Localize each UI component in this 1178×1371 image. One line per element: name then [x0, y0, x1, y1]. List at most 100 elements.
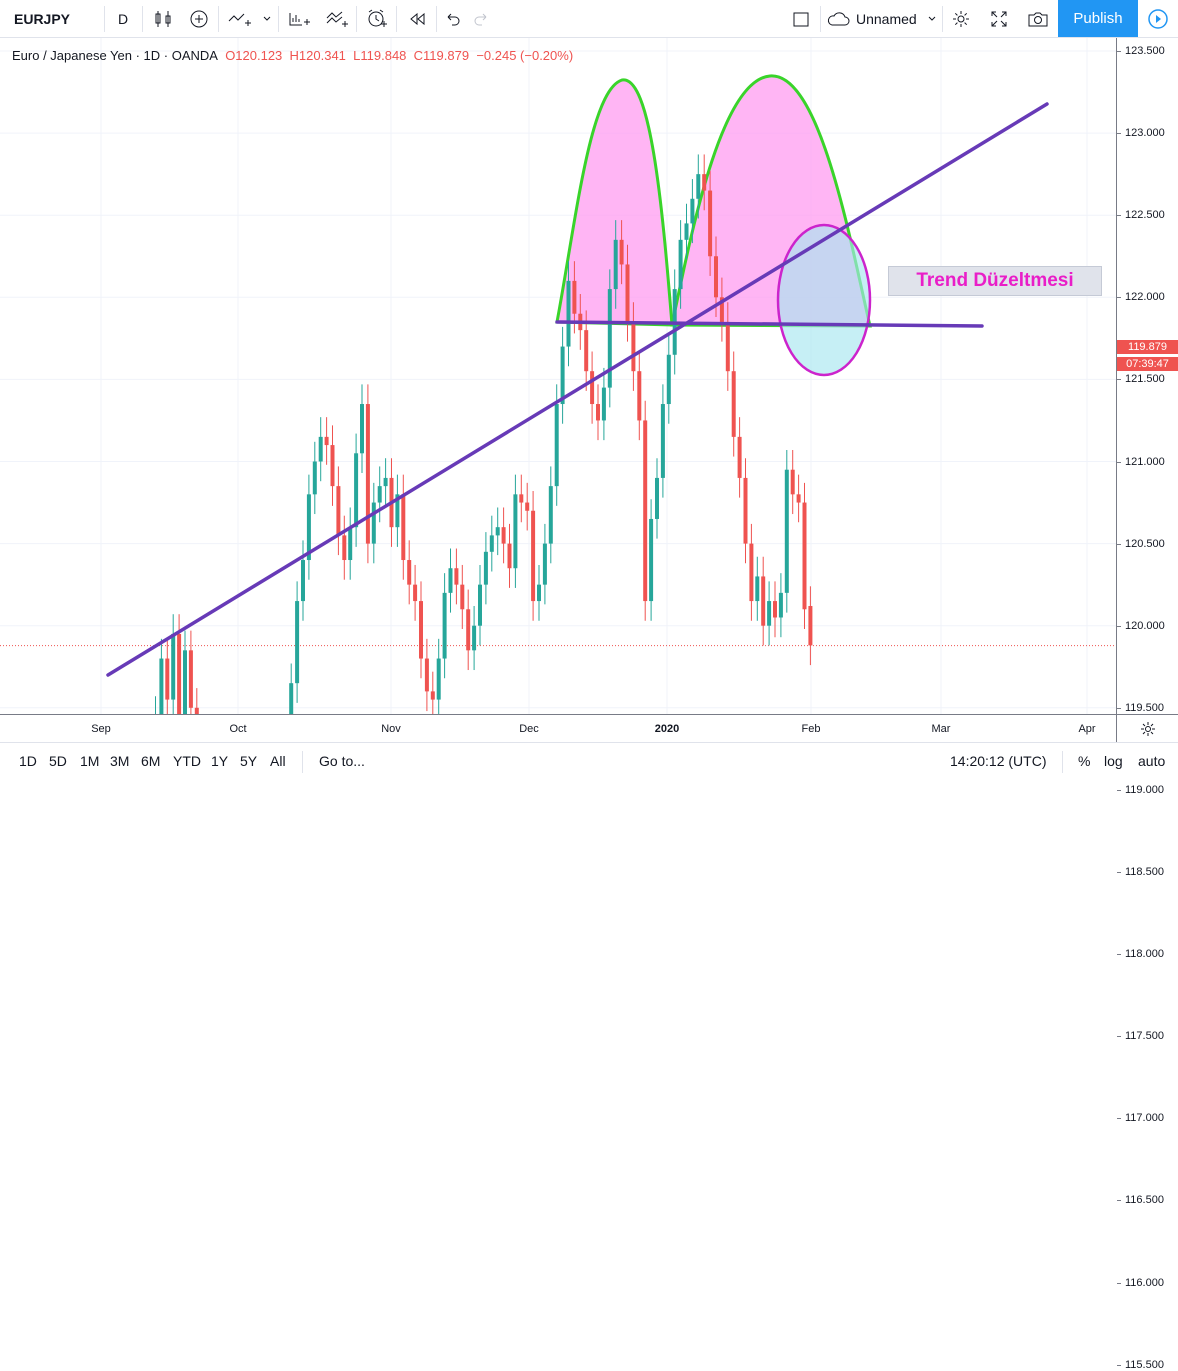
candle-up [666, 354, 671, 405]
toolbar-divider [356, 6, 357, 32]
candle-down [572, 280, 577, 314]
toolbar-divider [820, 6, 821, 32]
price-tick-label: 118.000 [1117, 948, 1164, 961]
range-6m[interactable]: 6M [141, 753, 161, 769]
candle-down [401, 494, 406, 561]
layout-name: Unnamed [856, 10, 917, 27]
cloud-icon [827, 11, 850, 25]
range-3m[interactable]: 3M [110, 753, 130, 769]
toolbar-divider [104, 6, 105, 32]
range-1d[interactable]: 1D [19, 753, 37, 769]
candle-down [725, 321, 730, 372]
interval-button[interactable]: D [117, 10, 129, 27]
uptrend-line [106, 102, 1049, 677]
auto-scale-toggle[interactable]: auto [1138, 753, 1166, 769]
range-1y[interactable]: 1Y [211, 753, 229, 769]
fullscreen-icon[interactable] [982, 0, 1016, 37]
bar-replay-icon[interactable] [400, 0, 434, 37]
fullscreen-box-icon[interactable] [786, 0, 816, 37]
candle-up [301, 560, 305, 602]
price-tick-label: 122.000 [1117, 291, 1165, 304]
candle-up [655, 477, 659, 519]
price-tick-label: 116.500 [1117, 1194, 1164, 1207]
candle-up [318, 436, 323, 462]
range-ytd[interactable]: YTD [173, 753, 201, 769]
candle-up [684, 223, 689, 240]
candle-up [678, 239, 683, 290]
price-tick-label: 120.000 [1117, 619, 1165, 632]
price-tick-label: 115.500 [1117, 1358, 1164, 1371]
range-5d[interactable]: 5D [49, 753, 67, 769]
candle-up [607, 289, 612, 388]
candle-down [631, 321, 636, 372]
chevron-down-icon [928, 16, 936, 21]
candle-down [808, 605, 813, 646]
range-5y[interactable]: 5Y [240, 753, 258, 769]
undo-icon[interactable] [438, 0, 468, 37]
indicators-icon[interactable] [222, 0, 258, 37]
candle-up [495, 527, 500, 536]
candle-down [761, 576, 766, 626]
candle-up [448, 568, 453, 593]
candle-up [649, 518, 654, 602]
time-tick-label: Oct [229, 723, 247, 735]
candle-down [413, 584, 418, 602]
bottom-divider [1062, 751, 1063, 773]
chart-pane[interactable] [0, 38, 1116, 714]
price-axis[interactable]: 123.500 123.000 122.500 122.000 121.500 121.0… [1116, 38, 1178, 1371]
play-circle-icon[interactable] [1138, 0, 1178, 37]
legend-high: H120.341 [289, 48, 346, 63]
candle-up [778, 592, 783, 618]
candle-down [625, 264, 630, 322]
publish-button[interactable]: Publish [1058, 0, 1138, 37]
candle-up [377, 486, 382, 503]
candle-down [407, 560, 412, 585]
legend-close: C119.879 [413, 48, 470, 63]
settings-gear-icon[interactable] [944, 0, 978, 37]
price-tick-label: 119.000 [1117, 783, 1164, 796]
candle-down [737, 436, 742, 478]
candle-up [784, 469, 789, 593]
toolbar-divider [218, 6, 219, 32]
range-1m[interactable]: 1M [80, 753, 100, 769]
candle-down [731, 371, 736, 437]
candle-down [519, 494, 524, 503]
price-tick-label: 117.000 [1117, 1112, 1164, 1125]
toolbar-divider [436, 6, 437, 32]
candle-up [767, 601, 772, 626]
alert-clock-icon[interactable] [360, 0, 394, 37]
chevron-down-icon[interactable] [258, 0, 276, 37]
layout-menu-button[interactable]: Unnamed [826, 0, 938, 37]
compare-add-icon[interactable] [182, 0, 216, 37]
percent-scale-toggle[interactable]: % [1078, 753, 1091, 769]
trend-correction-label[interactable]: Trend Düzeltmesi [888, 266, 1102, 296]
candle-down [531, 510, 536, 602]
candle-up [542, 543, 547, 585]
candle-up [660, 404, 665, 478]
candle-down [188, 650, 193, 708]
candlestick-chart [0, 38, 1116, 714]
candle-down [419, 601, 423, 659]
candle-up [613, 239, 618, 290]
time-axis[interactable]: Sep Oct Nov Dec 2020 Feb Mar Apr [0, 714, 1116, 742]
redo-icon[interactable] [466, 0, 496, 37]
price-tick-label: 123.500 [1117, 45, 1165, 57]
candle-up [472, 625, 477, 651]
bar-countdown-label: 07:39:47 [1117, 357, 1178, 371]
utc-clock[interactable]: 14:20:12 (UTC) [950, 753, 1047, 769]
candle-up [295, 601, 300, 684]
financials-icon[interactable] [282, 0, 316, 37]
range-all[interactable]: All [270, 753, 286, 769]
templates-icon[interactable] [320, 0, 354, 37]
toolbar-divider [278, 6, 279, 32]
symbol-search-button[interactable]: EURJPY [14, 10, 71, 27]
candles-icon[interactable] [146, 0, 180, 37]
chart-grid [0, 38, 1116, 714]
candle-up [312, 461, 317, 495]
candle-down [454, 568, 459, 585]
log-scale-toggle[interactable]: log [1104, 753, 1123, 769]
goto-date-button[interactable]: Go to... [319, 753, 365, 769]
neckline [555, 320, 984, 328]
camera-icon[interactable] [1020, 0, 1056, 37]
chart-settings-icon[interactable] [1116, 714, 1178, 742]
